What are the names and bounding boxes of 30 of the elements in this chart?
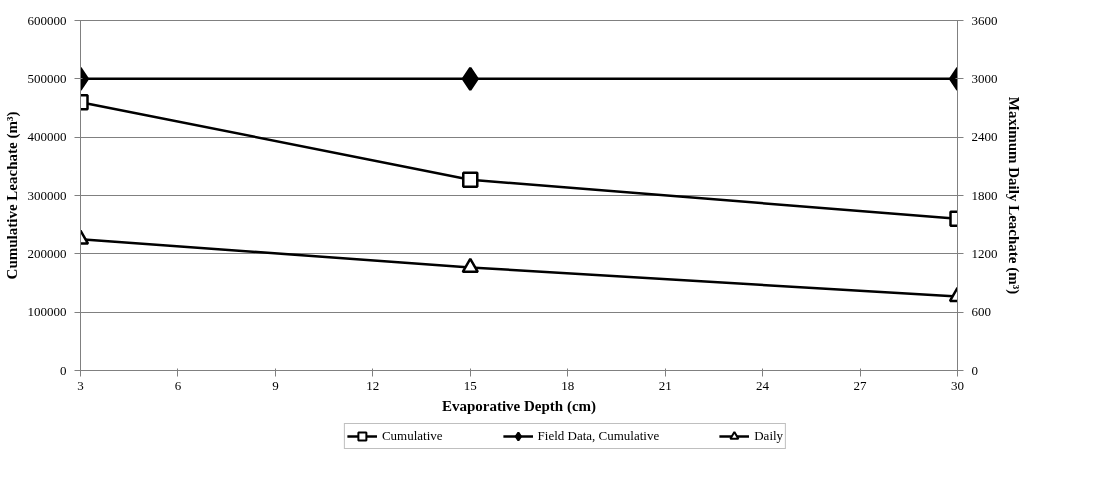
y2-tick-label: 3000 xyxy=(971,70,998,86)
y-tick-label: 0 xyxy=(60,362,67,378)
legend-label: Field Data, Cumulative xyxy=(537,428,660,444)
y-tick-label: 100000 xyxy=(27,304,67,320)
y-tick-label: 400000 xyxy=(27,129,67,145)
y-axis-title: Cumulative Leachate (m³) xyxy=(3,111,21,280)
x-tick-label: 18 xyxy=(561,377,575,393)
y2-tick-label: 3600 xyxy=(971,12,998,28)
x-tick-label: 12 xyxy=(366,377,380,393)
x-tick-label: 30 xyxy=(951,377,964,393)
y2-tick-label: 1200 xyxy=(971,245,998,261)
y2-tick-label: 600 xyxy=(971,304,991,320)
x-axis-title: Evaporative Depth (cm) xyxy=(441,397,597,415)
x-tick-label: 21 xyxy=(658,377,672,393)
x-tick-label: 24 xyxy=(756,377,770,393)
x-tick-label: 27 xyxy=(853,377,868,393)
x-tick-label: 6 xyxy=(174,377,182,393)
y-tick-label: 300000 xyxy=(27,187,67,203)
y2-tick-label: 1800 xyxy=(971,187,998,203)
y-tick-label: 600000 xyxy=(27,12,67,28)
x-tick-label: 3 xyxy=(77,377,84,393)
y2-tick-label: 0 xyxy=(971,362,978,378)
y2-tick-label: 2400 xyxy=(971,129,998,145)
y-tick-label: 500000 xyxy=(27,70,67,86)
x-tick-label: 9 xyxy=(272,377,279,393)
x-tick-label: 15 xyxy=(463,377,477,393)
legend-label: Daily xyxy=(754,428,784,444)
y2-axis-title: Maximum Daily Leachate (m³) xyxy=(1004,96,1022,295)
legend-label: Cumulative xyxy=(381,428,443,444)
y-tick-label: 200000 xyxy=(27,245,67,261)
